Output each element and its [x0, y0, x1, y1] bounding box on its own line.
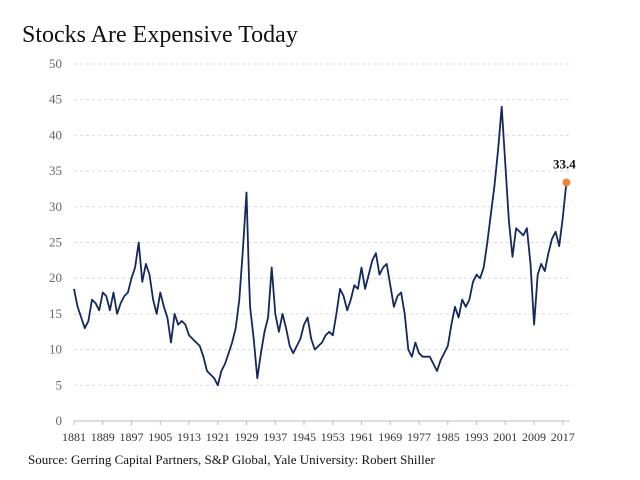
y-tick-label: 45 — [49, 92, 62, 107]
y-tick-label: 40 — [49, 127, 62, 142]
x-tick-label: 1921 — [206, 430, 230, 444]
y-axis-ticks: 0 5 10 15 20 25 30 35 40 45 50 — [49, 56, 62, 428]
x-tick-label: 1889 — [91, 430, 115, 444]
x-tick-label: 1881 — [62, 430, 86, 444]
x-tick-label: 1993 — [465, 430, 489, 444]
x-tick-label: 1961 — [350, 430, 374, 444]
x-tick-label: 1913 — [177, 430, 201, 444]
x-tick-label: 1937 — [263, 430, 287, 444]
x-tick-label: 2017 — [551, 430, 575, 444]
x-tick-label: 1953 — [321, 430, 345, 444]
latest-value-marker — [562, 178, 571, 187]
x-tick-label: 1985 — [436, 430, 460, 444]
source-note: Source: Gerring Capital Partners, S&P Gl… — [28, 452, 435, 467]
x-tick-label: 1905 — [148, 430, 172, 444]
y-tick-label: 30 — [49, 199, 62, 214]
x-tick-label: 1977 — [407, 430, 431, 444]
y-tick-label: 10 — [49, 342, 62, 357]
y-tick-label: 35 — [49, 163, 62, 178]
x-tick-label: 1945 — [292, 430, 316, 444]
x-tick-label: 1969 — [378, 430, 402, 444]
x-tick-label: 1929 — [235, 430, 259, 444]
cape-ratio-line — [73, 105, 568, 387]
x-axis-ticks: 1881 1889 1897 1905 1913 1921 1929 1937 1945 1953… — [62, 421, 575, 444]
y-tick-label: 5 — [56, 377, 63, 392]
y-tick-label: 15 — [49, 306, 62, 321]
x-tick-label: 1897 — [120, 430, 144, 444]
x-tick-label: 2001 — [493, 430, 517, 444]
grid-lines — [74, 63, 570, 386]
latest-value-label: 33.4 — [553, 157, 576, 172]
x-tick-label: 2009 — [522, 430, 546, 444]
chart-title: Stocks Are Expensive Today — [22, 22, 298, 48]
y-tick-label: 20 — [49, 270, 62, 285]
y-tick-label: 50 — [49, 56, 62, 71]
y-tick-label: 25 — [49, 235, 62, 250]
y-tick-label: 0 — [56, 413, 63, 428]
